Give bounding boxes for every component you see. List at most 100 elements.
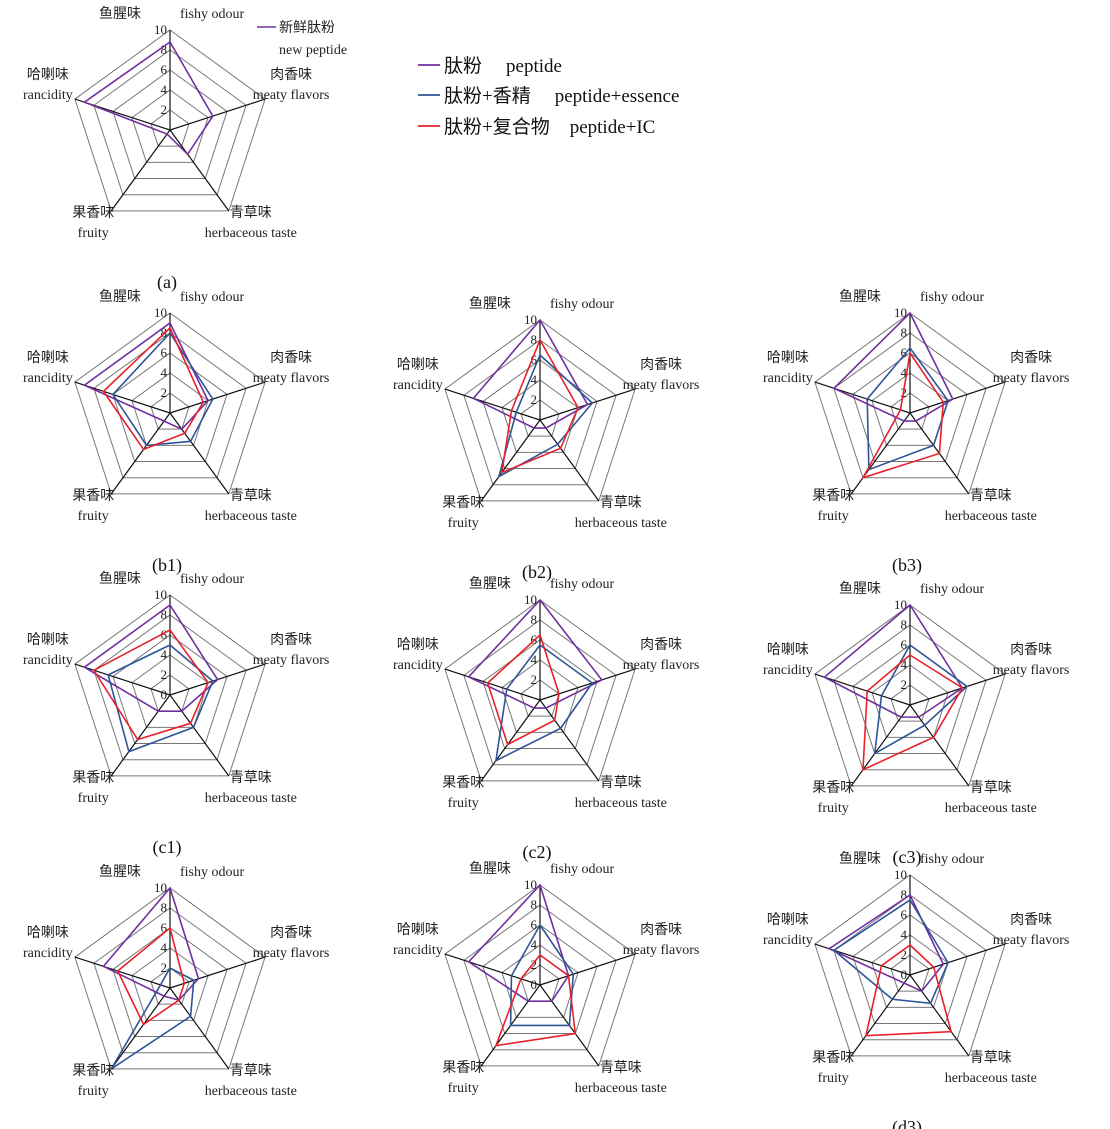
tick-label: 2 [531,957,538,972]
series-ic [116,926,186,1026]
axis-label-en-1: meaty flavors [253,371,330,386]
axis-label-en-3: fruity [78,509,109,524]
grid-ring [833,332,987,479]
axis-label-en-2: herbaceous taste [575,516,667,531]
grid-ring [444,599,636,782]
tick-label: 4 [901,927,908,942]
tick-label: 10 [524,592,537,607]
axis-label-cn-4: 哈喇味 [397,357,439,373]
grid-ring [112,927,228,1038]
axis-label-cn-1: 肉香味 [640,637,682,653]
axis-spoke [539,699,600,782]
axis-label-en-4: rancidity [763,371,813,386]
axis-label-cn-2: 青草味 [230,770,272,786]
radar-panel-c3: 2 4 6 8 10 鱼腥味 fishy odour 肉香味 meaty flavors 青草味 h… [763,580,1069,868]
axis-label-cn-3: 果香味 [812,488,854,504]
axis-label-cn-1: 肉香味 [1010,350,1052,366]
axis-spoke [909,974,970,1057]
grid-ring [74,594,266,777]
legend-a-cn: 新鲜肽粉 [279,20,335,36]
axis-label-cn-3: 果香味 [72,488,114,504]
tick-label: 4 [161,940,168,955]
grid-ring [871,664,949,738]
axis-label-cn-4: 哈喇味 [27,67,69,83]
axis-spoke [169,381,266,414]
axis-label-cn-1: 肉香味 [1010,912,1052,928]
axis-label-en-4: rancidity [23,653,73,668]
grid-ring [501,659,579,733]
tick-label: 2 [161,960,168,975]
axis-label-cn-4: 哈喇味 [767,642,809,658]
series-essence [866,346,949,471]
legend-text-peptide: 肽粉 peptide [444,55,562,77]
tick-label: 4 [531,372,538,387]
axis-label-en-1: meaty flavors [253,653,330,668]
axis-label-en-4: rancidity [23,946,73,961]
series-essence [509,923,575,1027]
series-essence [111,331,214,447]
panel-label: (c2) [523,842,552,863]
tick-label: 10 [524,877,537,892]
series-ic [864,943,953,1037]
tick-label: 8 [161,42,168,57]
series-essence [873,643,969,756]
series-peptide [82,603,219,712]
axis-label-cn-3: 果香味 [442,495,484,511]
axis-label-en-2: herbaceous taste [205,1084,297,1099]
axis-label-en-0: fishy odour [920,290,985,305]
axis-spoke [444,668,541,701]
axis-label-en-0: fishy odour [920,582,985,597]
tick-label: 10 [524,312,537,327]
grid-ring [833,624,987,771]
grid-ring [444,884,636,1067]
radar-panel-c1: 0 2 4 6 8 10 鱼腥味 fishy odour 肉香味 meaty flavors 青草味… [23,570,329,858]
legend-cn-ic: 肽粉+复合物 [444,116,550,138]
panel-label: (c1) [153,837,182,858]
series-peptide [827,893,945,993]
axis-label-en-2: herbaceous taste [205,509,297,524]
axis-spoke [909,943,1006,976]
axis-label-en-3: fruity [818,801,849,816]
axis-label-en-0: fishy odour [550,577,615,592]
tick-label: 6 [161,345,168,360]
panel-label: (d3) [892,1117,922,1129]
axis-label-en-2: herbaceous taste [945,1071,1037,1086]
grid-ring [814,312,1006,495]
grid-ring [112,352,228,463]
series-essence [497,353,594,479]
tick-label: 10 [154,880,167,895]
legend-main: 肽粉 peptide 肽粉+香精 peptide+essence 肽粉+复合物 pep… [418,55,679,138]
grid-ring [852,914,968,1025]
axis-label-en-4: rancidity [393,943,443,958]
axis-label-en-4: rancidity [23,88,73,103]
axis-label-en-3: fruity [448,1081,479,1096]
axis-spoke [444,388,541,421]
grid-ring [501,944,579,1018]
grid-ring [112,69,228,180]
tick-label: 0 [901,967,908,982]
radar-panel-d3: 0 2 4 6 8 10 鱼腥味 fishy odour 肉香味 meaty flavors 青草味… [763,850,1069,1129]
axis-label-cn-0: 鱼腥味 [99,863,141,880]
tick-label: 8 [531,897,538,912]
legend-text-essence: 肽粉+香精 peptide+essence [444,85,679,107]
tick-label: 8 [901,325,908,340]
axis-label-cn-0: 鱼腥味 [99,5,141,22]
axis-label-en-4: rancidity [763,663,813,678]
axis-label-cn-4: 哈喇味 [397,637,439,653]
axis-label-en-1: meaty flavors [253,946,330,961]
axis-label-cn-3: 果香味 [72,770,114,786]
series-ic [861,350,945,480]
tick-label: 8 [161,325,168,340]
axis-label-cn-4: 哈喇味 [767,350,809,366]
series-peptide [822,603,964,718]
axis-spoke [169,412,230,495]
legend-cn-peptide: 肽粉 [444,55,482,77]
grid-ring [150,967,190,1005]
axis-label-cn-0: 鱼腥味 [469,295,511,312]
axis-label-en-3: fruity [78,791,109,806]
tick-label: 2 [161,102,168,117]
grid-ring [93,907,247,1054]
grid-ring [131,89,209,163]
axis-label-en-2: herbaceous taste [575,1081,667,1096]
